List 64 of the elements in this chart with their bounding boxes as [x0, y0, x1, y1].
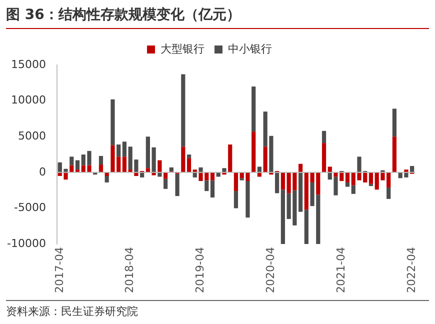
- x-tick-label: 2021-04: [334, 247, 348, 294]
- bar: [328, 166, 332, 172]
- bar: [234, 191, 238, 208]
- bar: [257, 166, 262, 172]
- bar: [75, 160, 80, 170]
- bar: [186, 154, 192, 158]
- bar: [252, 132, 256, 172]
- bar: [163, 178, 168, 189]
- bar: [345, 172, 350, 182]
- bar: [186, 158, 192, 172]
- bar: [304, 210, 308, 244]
- bar: [345, 182, 350, 187]
- bar: [146, 136, 150, 168]
- bar: [163, 172, 168, 179]
- bar: [70, 156, 74, 166]
- bar: [386, 187, 391, 199]
- y-tick-label: 10000: [10, 94, 46, 107]
- legend-label: 中小银行: [228, 42, 272, 56]
- bar: [263, 146, 268, 172]
- bar: [181, 74, 186, 147]
- legend-label: 大型银行: [160, 42, 204, 56]
- x-tick-label: 2018-04: [123, 247, 136, 294]
- bar: [368, 172, 374, 184]
- bar: [410, 166, 414, 172]
- bar: [234, 172, 238, 192]
- x-tick-label: 2019-04: [194, 247, 207, 294]
- bar: [158, 160, 162, 172]
- bar: [122, 142, 127, 157]
- bar: [175, 174, 180, 196]
- bar: [246, 181, 250, 218]
- bar: [104, 176, 109, 182]
- y-tick-label: 15000: [10, 58, 46, 71]
- y-tick-label: -5000: [14, 201, 46, 214]
- bar: [98, 156, 104, 165]
- bar: [392, 136, 397, 172]
- x-tick-label: 2022-04: [404, 247, 418, 294]
- bar: [152, 147, 156, 172]
- bar: [322, 143, 326, 172]
- y-tick-label: 0: [38, 165, 46, 178]
- bar: [280, 190, 285, 244]
- bar: [210, 180, 215, 198]
- bar: [210, 172, 215, 180]
- y-tick-label: -10000: [6, 236, 46, 250]
- bar: [181, 146, 186, 172]
- bar: [322, 130, 326, 144]
- chart-title: 图 36：结构性存款规模变化（亿元）: [6, 6, 429, 29]
- bar: [298, 164, 303, 172]
- bar: [392, 108, 397, 137]
- bar: [298, 172, 303, 212]
- bar: [122, 156, 127, 172]
- y-tick-label: 5000: [18, 129, 46, 142]
- bar: [280, 172, 285, 190]
- x-tick-label: 2017-04: [52, 247, 66, 294]
- bar: [275, 172, 280, 194]
- bar: [204, 180, 209, 192]
- bar: [98, 164, 104, 172]
- text: 资料来源：民生证券研究院: [6, 300, 429, 319]
- bar: [198, 167, 203, 172]
- bar: [169, 167, 174, 172]
- bar: [228, 144, 232, 172]
- x-tick-label: 2020-04: [264, 247, 278, 294]
- bar: [351, 185, 356, 194]
- bar: [252, 86, 256, 132]
- bar: [368, 184, 374, 186]
